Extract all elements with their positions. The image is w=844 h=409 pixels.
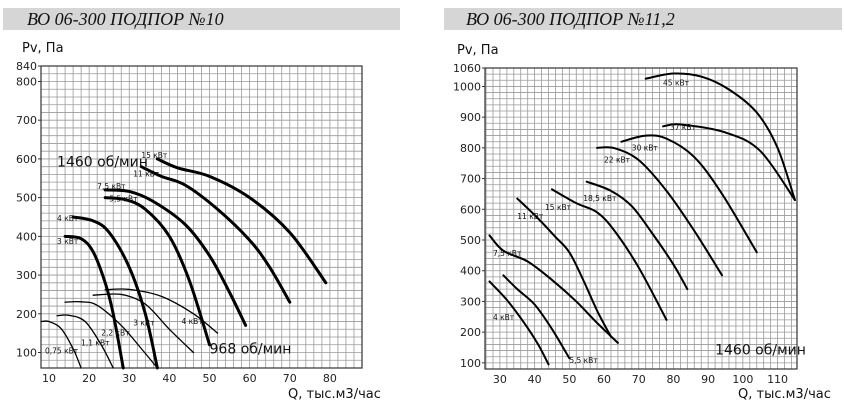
x-tick-label: 40: [162, 372, 176, 385]
x-tick-label: 20: [82, 372, 96, 385]
series-label: 5,5 кВт: [569, 356, 598, 365]
y-tick-label: 500: [460, 234, 481, 247]
series-line: [502, 274, 571, 360]
x-axis-label: Q, тыс.м3/час: [288, 387, 381, 402]
x-tick-label: 70: [283, 372, 297, 385]
chart-title: ВО 06-300 ПОДПОР №10: [27, 9, 224, 29]
rpm-annotation: 1460 об/мин: [57, 155, 148, 171]
series-line: [64, 300, 159, 369]
y-tick-label: 300: [460, 295, 481, 308]
series-label: 4 кВт: [57, 214, 79, 223]
x-tick-label: 30: [122, 372, 136, 385]
y-tick-label: 200: [460, 326, 481, 339]
y-tick-label: 200: [16, 308, 37, 321]
plot-frame: [40, 65, 363, 369]
x-tick-label: 50: [562, 373, 576, 386]
series-line: [155, 157, 328, 285]
series-line: [139, 165, 292, 304]
series-label: 4 кВт: [181, 317, 203, 326]
series-label: 3 кВт: [133, 318, 155, 327]
y-tick-label: 1060: [453, 62, 481, 75]
series-line: [662, 123, 796, 202]
y-tick-label: 600: [16, 153, 37, 166]
chart-1: 30 40 50 60 70 80 90 100 110 1060 1000 900 800 700 600…: [453, 43, 831, 402]
rpm-annotation: 968 об/мин: [210, 341, 292, 357]
series-label: 18,5 кВт: [583, 194, 617, 203]
x-tick-label: 80: [323, 372, 337, 385]
series-label: 11 кВт: [517, 212, 544, 221]
y-axis-label: Pv, Па: [22, 41, 64, 56]
y-axis-label: Pv, Па: [457, 43, 499, 58]
x-tick-label: 40: [528, 373, 542, 386]
series-label: 1,1 кВт: [81, 339, 110, 348]
series-line: [488, 234, 619, 344]
series-label: 0,75 кВт: [45, 346, 79, 355]
chart-title-bar-left: ВО 06-300 ПОДПОР №10: [3, 8, 400, 30]
series-line: [40, 320, 82, 369]
series-label: 2,2 кВт: [101, 328, 130, 337]
series-label: 37 кВт: [670, 123, 697, 132]
x-tick-label: 100: [732, 373, 753, 386]
x-tick-label: 90: [701, 373, 715, 386]
x-tick-label: 60: [243, 372, 257, 385]
y-tick-label: 100: [16, 347, 37, 360]
x-tick-label: 70: [632, 373, 646, 386]
series-label: 30 кВт: [632, 143, 659, 152]
series-line: [103, 188, 248, 327]
y-tick-label: 700: [460, 173, 481, 186]
y-tick-label: 400: [16, 230, 37, 243]
chart-0: 10 20 30 40 50 60 70 80 840 800 700 600 500 400 300 200…: [16, 41, 381, 402]
series-line: [103, 196, 212, 347]
y-tick-label: 840: [16, 60, 37, 73]
series-line: [71, 215, 159, 370]
x-axis-label: Q, тыс.м3/час: [738, 387, 831, 402]
x-tick-label: 10: [42, 372, 56, 385]
y-tick-label: 900: [460, 111, 481, 124]
series-line: [516, 197, 612, 338]
series-label: 4 кВт: [493, 313, 515, 322]
series-label: 15 кВт: [141, 151, 168, 160]
series-label: 11 кВт: [133, 169, 160, 178]
y-tick-label: 1000: [453, 80, 481, 93]
series-line: [644, 72, 796, 202]
plot-frame: [484, 67, 798, 370]
y-tick-label: 600: [460, 203, 481, 216]
y-tick-label: 800: [16, 75, 37, 88]
x-tick-label: 80: [666, 373, 680, 386]
series-label: 22 кВт: [604, 156, 631, 165]
series-line: [56, 314, 114, 369]
y-tick-label: 700: [16, 114, 37, 127]
series-label: 5,5 кВт: [109, 195, 138, 204]
series-label: 15 кВт: [545, 203, 572, 212]
series-line: [92, 293, 195, 354]
chart-title: ВО 06-300 ПОДПОР №11,2: [466, 9, 675, 29]
series-line: [585, 180, 689, 291]
x-tick-label: 30: [493, 373, 507, 386]
chart-title-bar-right: ВО 06-300 ПОДПОР №11,2: [444, 8, 842, 30]
y-tick-label: 100: [460, 357, 481, 370]
x-tick-label: 50: [203, 372, 217, 385]
series-line: [550, 188, 668, 321]
series-line: [620, 134, 758, 254]
x-tick-label: 110: [767, 373, 788, 386]
x-tick-label: 60: [597, 373, 611, 386]
series-line: [104, 288, 219, 334]
series-label: 3 кВт: [57, 237, 79, 246]
y-tick-label: 500: [16, 192, 37, 205]
series-label: 7,5 кВт: [97, 182, 126, 191]
y-tick-label: 300: [16, 269, 37, 282]
y-tick-label: 400: [460, 265, 481, 278]
series-label: 7,5 кВт: [493, 249, 522, 258]
y-tick-label: 800: [460, 142, 481, 155]
series-line: [596, 146, 724, 277]
series-line: [488, 280, 550, 366]
series-label: 45 кВт: [663, 79, 690, 88]
rpm-annotation: 1460 об/мин: [715, 342, 806, 358]
